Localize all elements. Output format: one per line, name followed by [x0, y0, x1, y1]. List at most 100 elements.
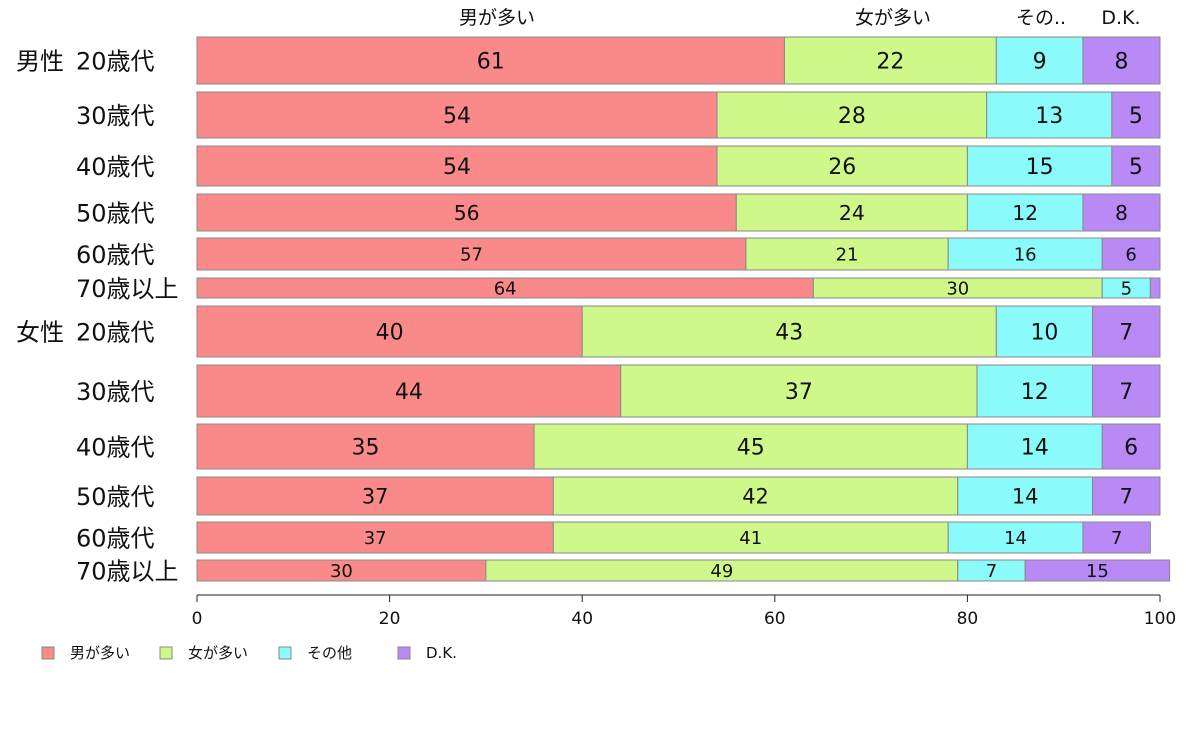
bar-segment: [1024, 559, 1171, 582]
data-label: 15: [1026, 155, 1054, 180]
data-label: 44: [395, 380, 423, 405]
bar-segment: [1149, 277, 1161, 299]
data-label: 12: [1012, 201, 1038, 225]
bar-segment: [716, 145, 968, 187]
bar-segment: [735, 193, 968, 232]
data-label: 54: [443, 155, 471, 180]
bar-segment: [1092, 476, 1161, 516]
bar-segment: [1082, 36, 1161, 85]
data-label: 56: [454, 201, 480, 225]
bar-segment: [1082, 521, 1151, 554]
bar-segment: [1092, 305, 1161, 358]
bar-segment: [196, 237, 747, 271]
data-label: 6: [1124, 435, 1138, 460]
top-label: 女が多い: [855, 7, 931, 29]
bar-segment: [552, 476, 959, 516]
bar-segment: [196, 36, 785, 85]
legend-swatch: [397, 646, 411, 660]
data-label: 7: [1119, 320, 1133, 345]
bar-segment: [196, 91, 718, 139]
bar-segment: [196, 476, 554, 516]
data-label: 61: [477, 49, 505, 74]
data-label: 26: [828, 155, 856, 180]
legend-swatch: [278, 646, 292, 660]
data-label: 13: [1035, 104, 1063, 129]
data-label: 14: [1021, 435, 1049, 460]
bar-segment: [783, 36, 997, 85]
bar-segment: [196, 145, 718, 187]
bar-segment: [976, 364, 1094, 418]
bar-segment: [581, 305, 997, 358]
bar-segment: [995, 36, 1084, 85]
row-label: 30歳代: [76, 378, 155, 406]
row-label: 20歳代: [76, 48, 155, 76]
data-label: 41: [739, 528, 762, 549]
x-tick-label: 40: [571, 609, 593, 629]
bar-segment: [1101, 237, 1161, 271]
data-label: 45: [737, 435, 765, 460]
bar-segment: [196, 305, 583, 358]
bar-segment: [986, 91, 1113, 139]
data-label: 28: [838, 104, 866, 129]
bar-segment: [995, 305, 1094, 358]
bar-segment: [966, 423, 1103, 470]
data-label: 5: [1129, 155, 1143, 180]
row-label: 70歳以上: [76, 558, 179, 586]
group-label: 女性: [16, 319, 64, 347]
legend-swatch: [159, 646, 173, 660]
data-label: 7: [986, 561, 997, 582]
data-label: 35: [352, 435, 380, 460]
bar-segment: [196, 193, 737, 232]
x-tick-label: 100: [1144, 609, 1176, 629]
x-tick-label: 60: [764, 609, 786, 629]
bar-segment: [1082, 193, 1161, 232]
row-label: 40歳代: [76, 434, 155, 462]
data-label: 14: [1012, 485, 1039, 509]
row-label: 60歳代: [76, 241, 155, 269]
legend-swatch: [41, 646, 55, 660]
data-label: 8: [1115, 201, 1128, 225]
data-label: 10: [1030, 320, 1058, 345]
data-label: 7: [1111, 528, 1122, 549]
data-label: 49: [710, 561, 733, 582]
bar-segment: [1111, 145, 1161, 187]
x-tick-label: 0: [192, 609, 203, 629]
bar-segment: [552, 521, 949, 554]
bar-segment: [1111, 91, 1161, 139]
bar-segment: [196, 521, 554, 554]
data-label: 30: [946, 278, 969, 299]
legend-label: その他: [307, 644, 352, 662]
data-label: 64: [494, 278, 517, 299]
row-label: 60歳代: [76, 525, 155, 553]
bar-segment: [947, 521, 1084, 554]
group-label: 男性: [16, 48, 64, 76]
x-tick-label: 20: [379, 609, 401, 629]
top-label: D.K.: [1101, 7, 1140, 29]
data-label: 6: [1125, 244, 1136, 265]
bar-segment: [947, 237, 1103, 271]
data-label: 9: [1033, 49, 1047, 74]
legend-label: D.K.: [426, 644, 457, 662]
data-label: 8: [1114, 49, 1128, 74]
row-label: 50歳代: [76, 483, 155, 511]
data-label: 57: [460, 244, 483, 265]
data-label: 7: [1119, 380, 1133, 405]
bar-segment: [745, 237, 949, 271]
row-label: 70歳以上: [76, 275, 179, 303]
row-label: 50歳代: [76, 200, 155, 228]
data-label: 37: [785, 380, 813, 405]
row-label: 40歳代: [76, 153, 155, 181]
data-label: 40: [376, 320, 404, 345]
bar-segment: [533, 423, 968, 470]
legend-label: 男が多い: [70, 644, 130, 662]
data-label: 5: [1129, 104, 1143, 129]
bar-segment: [1092, 364, 1161, 418]
top-label: 男が多い: [459, 7, 535, 29]
data-label: 15: [1086, 561, 1109, 582]
bar-segment: [716, 91, 988, 139]
bar-segment: [1101, 423, 1161, 470]
data-label: 12: [1021, 380, 1049, 405]
data-label: 7: [1120, 485, 1133, 509]
x-tick-label: 80: [957, 609, 979, 629]
bar-segment: [196, 364, 622, 418]
